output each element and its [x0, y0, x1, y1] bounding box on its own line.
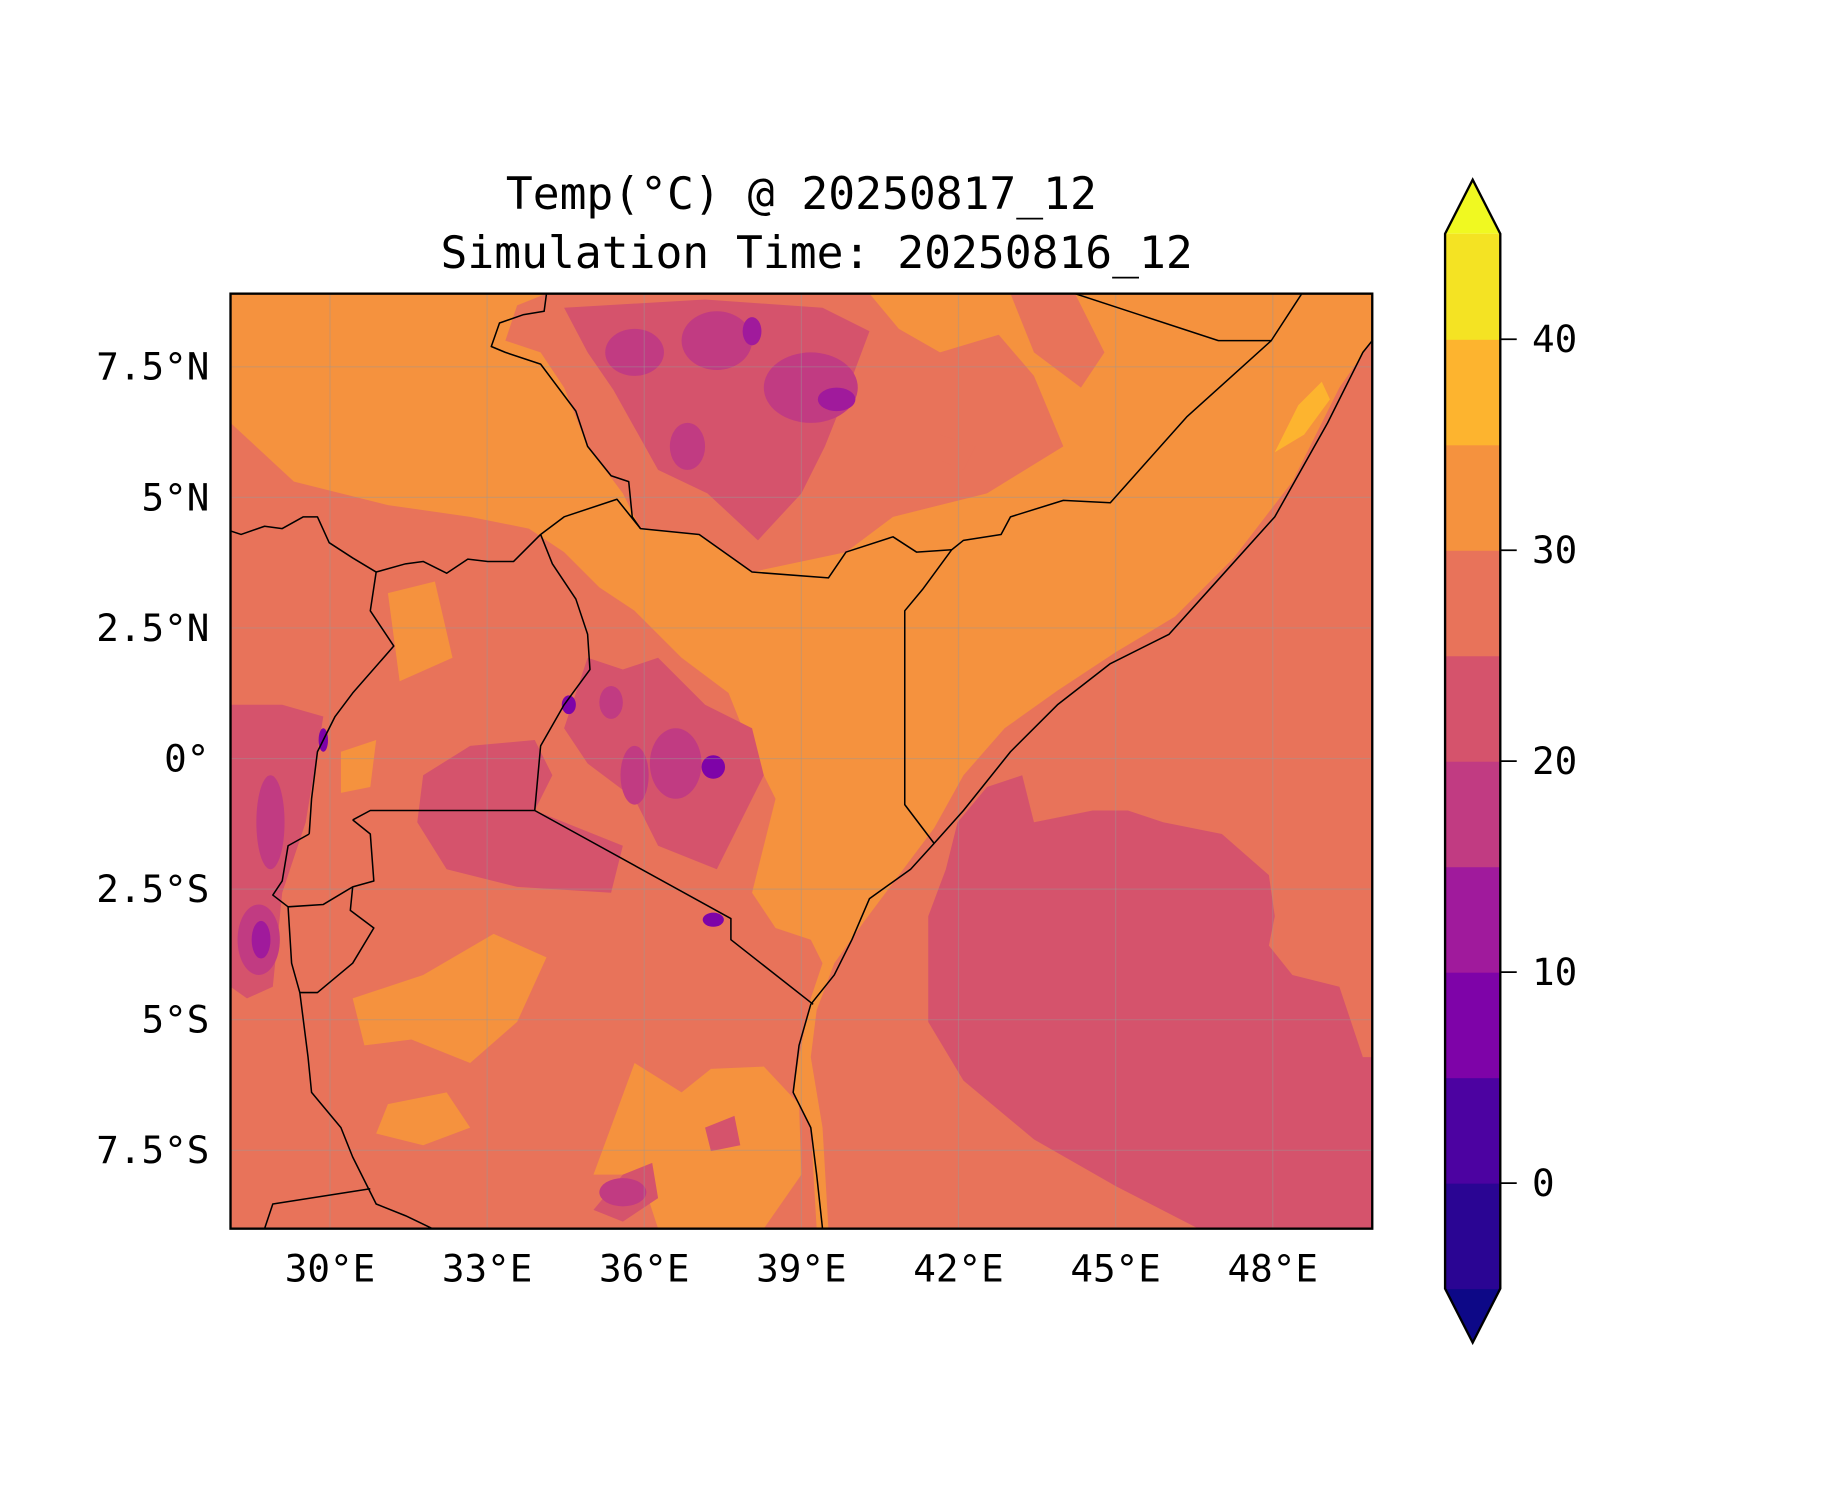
temp-band-15-20-spot	[669, 422, 706, 470]
colorbar-band	[1445, 972, 1501, 1079]
border-kenya-uganda	[533, 534, 591, 811]
border-kenya-ethiopia-southsudan	[490, 293, 952, 579]
gridlines	[230, 293, 1373, 1229]
map-plot-area	[230, 293, 1373, 1229]
temp-band-15-20-spot	[620, 745, 649, 805]
y-tick-label: 7.5°S	[96, 1128, 209, 1172]
colorbar-tick-label: 10	[1532, 950, 1577, 994]
colorbar-tick-label: 0	[1532, 1161, 1555, 1205]
temp-band-15-20-spot	[605, 328, 664, 376]
border-uganda-drc	[308, 571, 395, 835]
x-tick-label: 45°E	[1070, 1247, 1160, 1291]
y-tick-label: 2.5°N	[96, 606, 209, 650]
plot-frame	[229, 292, 1374, 1230]
country-borders-and-coastline	[230, 293, 1373, 1229]
colorbar-band	[1445, 866, 1501, 973]
border-somaliland	[1074, 293, 1272, 342]
temp-band-10-15-spot	[742, 317, 762, 346]
y-axis-ticks: 7.5°N 5°N 2.5°N 0° 2.5°S 5°S 7.5°S	[96, 345, 209, 1173]
y-tick-label: 5°N	[141, 475, 209, 519]
temp-band-20-25-lake-victoria	[417, 740, 623, 893]
y-tick-label: 0°	[164, 736, 209, 780]
temp-band-35-40-somalia	[1274, 381, 1330, 453]
colorbar-band	[1445, 655, 1501, 762]
temp-band-20-25-ocean	[928, 775, 1373, 1229]
colorbar-band	[1445, 1183, 1501, 1290]
x-tick-label: 48°E	[1227, 1247, 1318, 1291]
colorbar-tick-label: 20	[1532, 739, 1577, 783]
colorbar-extend-high	[1445, 179, 1501, 234]
temp-band-25-30-east-ethiopia	[934, 293, 1105, 470]
border-somalia-ethiopia-kenya	[903, 293, 1303, 844]
chart-title-line2: Simulation Time: 20250816_12	[441, 227, 1193, 279]
border-tanzania-west	[287, 906, 433, 1229]
x-axis-ticks: 30°E 33°E 36°E 39°E 42°E 45°E 48°E	[285, 1247, 1318, 1291]
temp-band-15-20-spot	[681, 311, 753, 371]
temp-band-15-20-spot	[599, 685, 623, 719]
temp-band-15-20-spot	[256, 775, 285, 870]
colorbar-band	[1445, 233, 1501, 340]
x-tick-label: 36°E	[599, 1247, 690, 1291]
colorbar-band	[1445, 339, 1501, 446]
colorbar-band	[1445, 444, 1501, 551]
border-rwanda-burundi	[272, 819, 375, 994]
colorbar-band	[1445, 1077, 1501, 1184]
colorbar-tick-label: 40	[1532, 317, 1577, 361]
temp-band-30-35-tanzania-west	[352, 933, 547, 1064]
chart-title-line1: Temp(°C) @ 20250817_12	[506, 168, 1097, 220]
border-uganda-tanzania	[352, 809, 535, 821]
y-tick-label: 5°S	[141, 998, 209, 1042]
temp-band-10-15-spot	[817, 387, 856, 412]
colorbar-tick-label: 30	[1532, 528, 1577, 572]
x-tick-label: 42°E	[913, 1247, 1004, 1291]
x-tick-label: 39°E	[756, 1247, 847, 1291]
temp-band-15-20-spot	[599, 1178, 647, 1207]
colorbar-outline	[1443, 177, 1502, 1346]
temp-band-10-15-spot	[701, 755, 726, 779]
y-tick-label: 2.5°S	[96, 867, 209, 911]
colorbar-band	[1445, 550, 1501, 657]
temp-band-10-15-spot	[561, 695, 576, 715]
temp-band-15-20-spot	[763, 352, 858, 423]
temp-band-10-15-spot	[251, 920, 271, 959]
colorbar-extend-low	[1445, 1288, 1501, 1343]
temp-band-30-35-kenya-coastal-strip	[904, 340, 1328, 823]
border-malawi-zambia	[263, 1187, 371, 1229]
temp-band-10-15-spot	[702, 912, 724, 927]
colorbar: 0 10 20 30 40	[1443, 177, 1577, 1346]
x-tick-label: 33°E	[442, 1247, 532, 1291]
highland-cold-spots	[237, 311, 858, 1207]
temp-band-15-20-spot	[649, 728, 702, 799]
x-tick-label: 30°E	[285, 1247, 376, 1291]
y-tick-label: 7.5°N	[96, 345, 209, 389]
colorbar-band	[1445, 761, 1501, 868]
border-kenya-tanzania	[534, 809, 814, 1005]
